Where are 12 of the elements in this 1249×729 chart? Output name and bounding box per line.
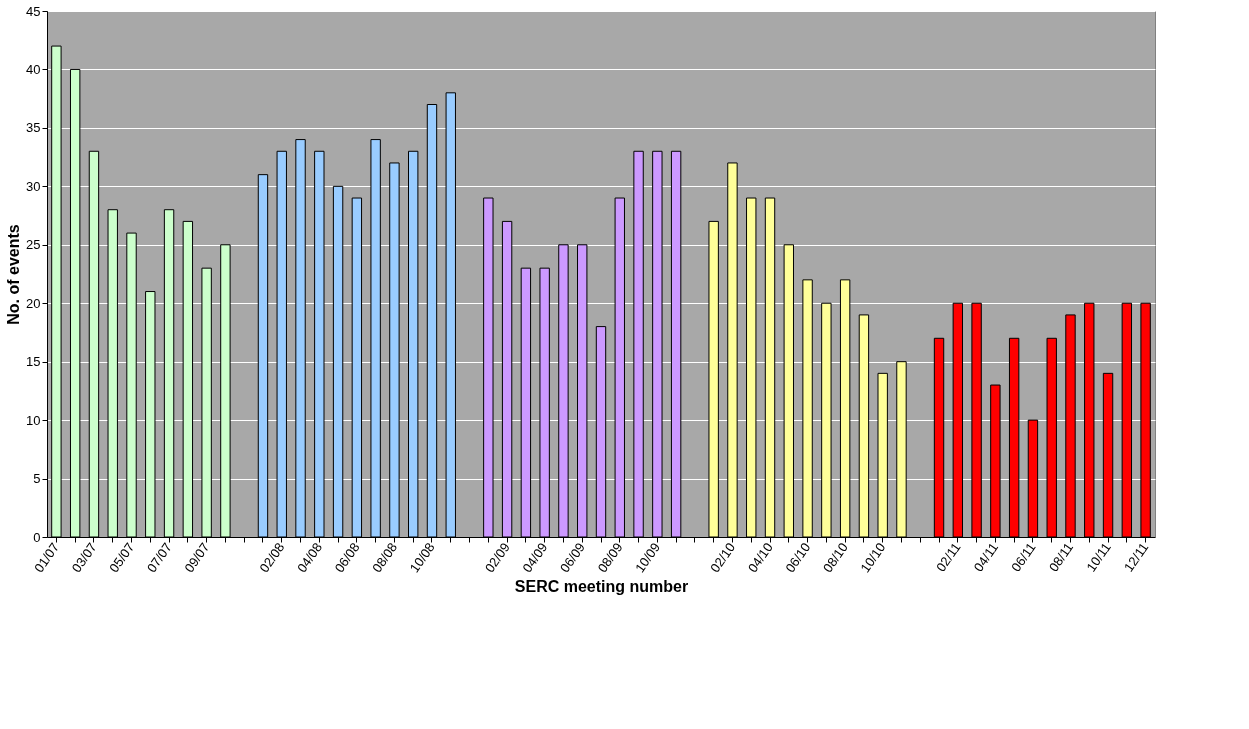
y-tick-label: 45 <box>26 3 41 19</box>
y-tick-label: 40 <box>26 61 41 77</box>
y-tick-label: 5 <box>33 471 41 487</box>
y-tick-label: 35 <box>26 120 41 136</box>
y-tick-label: 15 <box>26 354 41 370</box>
y-tick-label: 0 <box>33 529 41 545</box>
y-tick-label: 10 <box>26 412 41 428</box>
y-axis-title: No. of events <box>5 224 23 325</box>
y-tick-label: 25 <box>26 237 41 253</box>
y-tick-label: 30 <box>26 178 41 194</box>
y-tick-label: 20 <box>26 295 41 311</box>
x-axis-title: SERC meeting number <box>514 578 689 596</box>
